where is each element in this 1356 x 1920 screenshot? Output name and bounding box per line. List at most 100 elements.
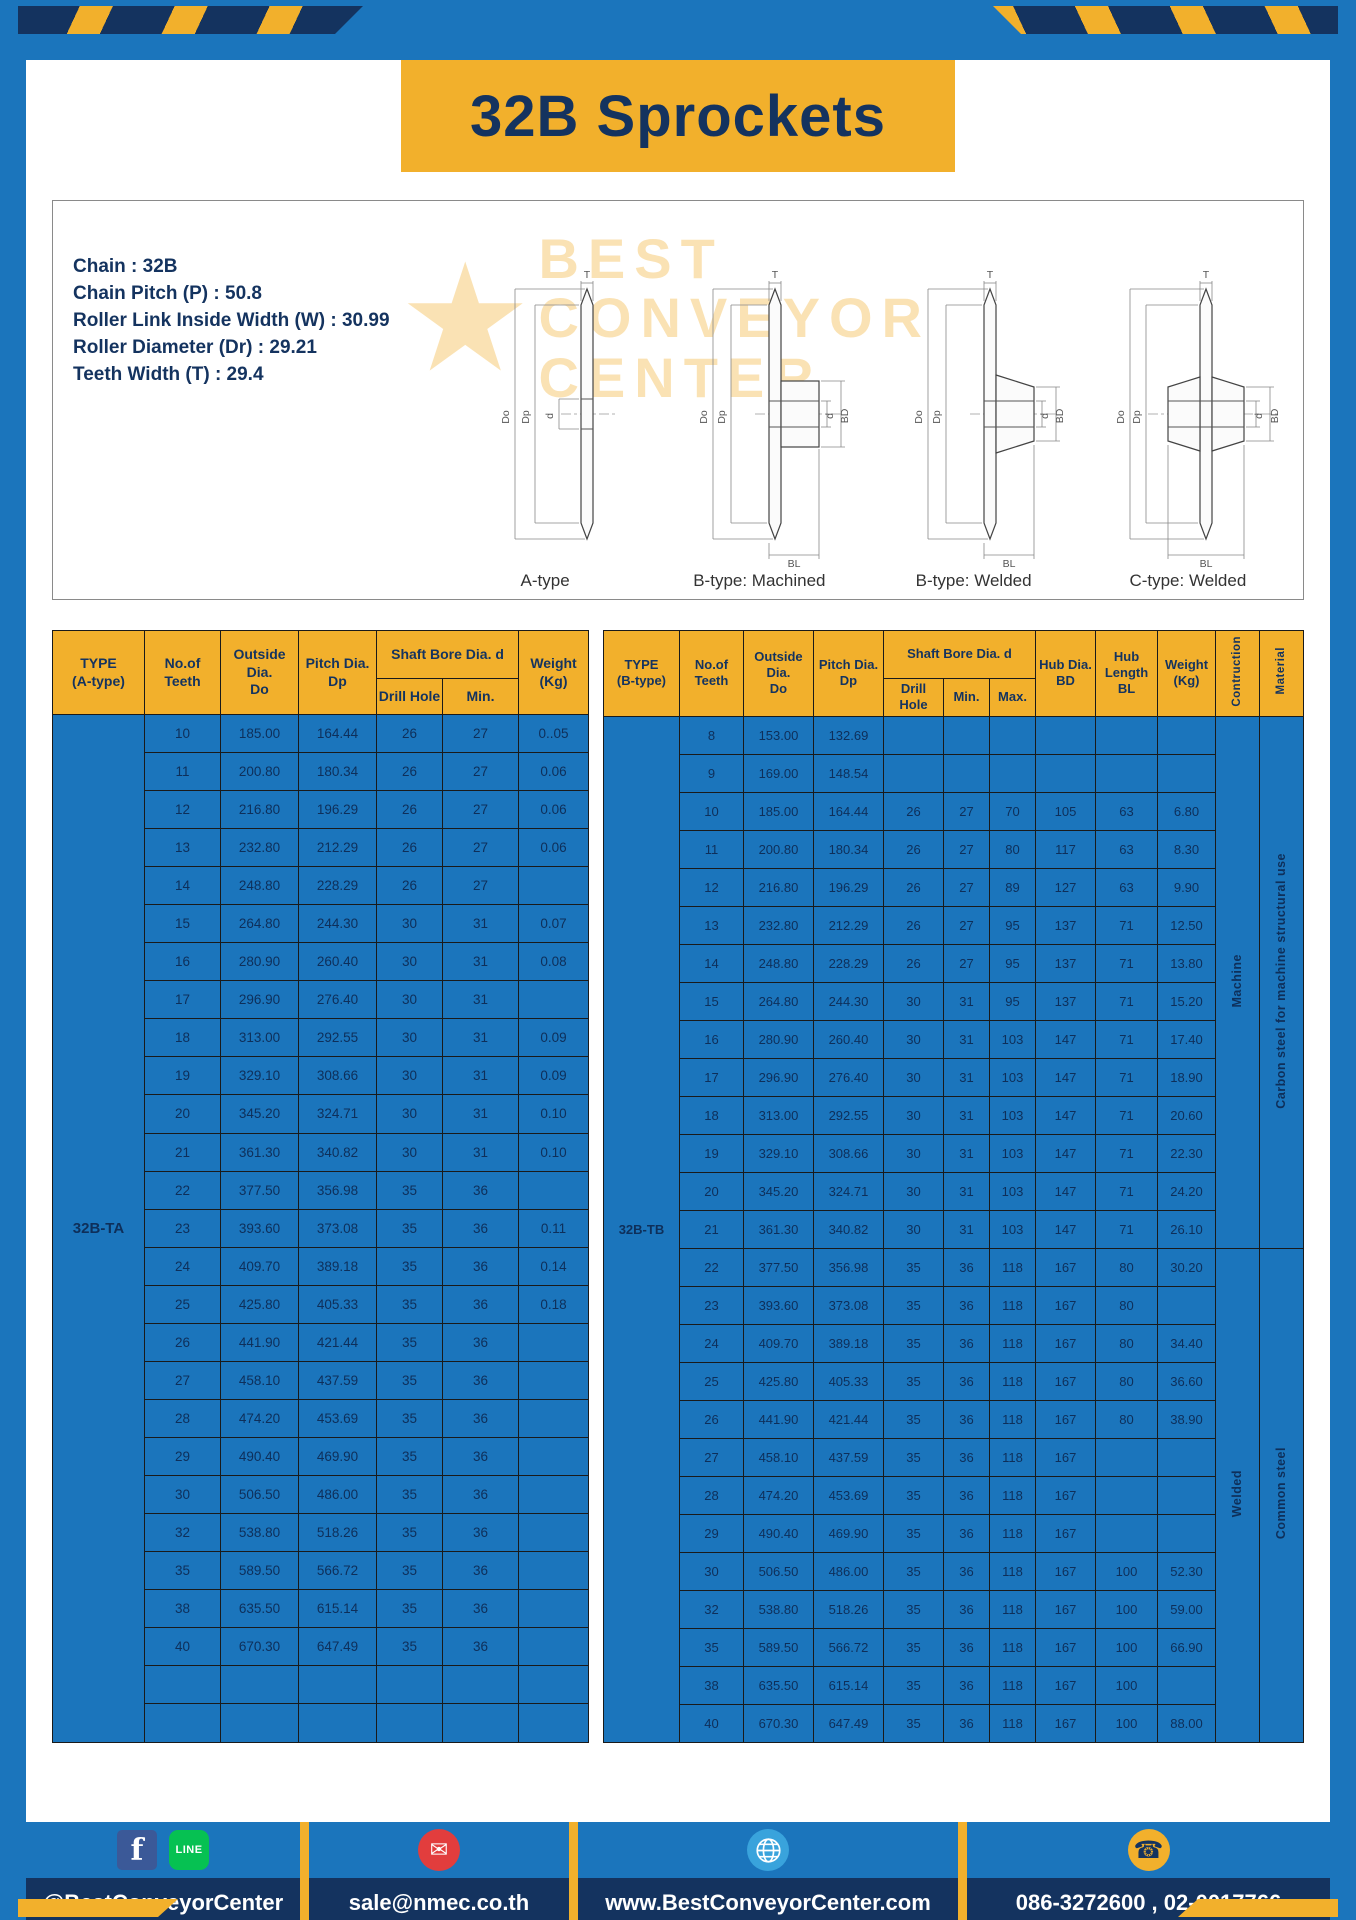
dim-label-bd: BD bbox=[839, 408, 849, 423]
table-row: 38 635.50 615.14 35 36 118 167 100 bbox=[603, 1665, 1303, 1705]
watermark-star-icon: ★ bbox=[398, 234, 533, 403]
data-cell: 31 bbox=[942, 1209, 990, 1249]
data-cell: 27 bbox=[441, 713, 520, 754]
watermark: ★ BEST CONVEYOR CENTER bbox=[398, 229, 931, 407]
data-cell: 80 bbox=[1095, 1399, 1158, 1439]
facebook-icon[interactable]: f bbox=[117, 1830, 157, 1870]
data-cell bbox=[441, 1665, 520, 1705]
data-cell: 35 bbox=[882, 1285, 944, 1325]
table-row bbox=[53, 1665, 590, 1705]
email-address[interactable]: sale@nmec.co.th bbox=[309, 1878, 569, 1920]
data-cell: 518.26 bbox=[298, 1512, 377, 1553]
data-cell: 26 bbox=[376, 866, 443, 906]
data-cell: 0.10 bbox=[518, 1132, 590, 1172]
data-cell: 35 bbox=[882, 1247, 944, 1287]
data-cell: 137 bbox=[1035, 905, 1096, 945]
data-cell: 30 bbox=[376, 1056, 443, 1096]
dim-label-dp: Dp bbox=[520, 410, 532, 424]
data-cell bbox=[882, 715, 944, 755]
data-cell: 566.72 bbox=[812, 1627, 884, 1667]
data-cell: 212.29 bbox=[812, 905, 884, 945]
data-cell: 167 bbox=[1035, 1247, 1096, 1287]
data-cell: 167 bbox=[1035, 1551, 1096, 1591]
data-cell bbox=[298, 1665, 377, 1705]
bottom-accent-left bbox=[18, 1899, 178, 1917]
data-cell: 0..05 bbox=[518, 713, 590, 754]
data-cell: 25 bbox=[678, 1361, 744, 1401]
table-row: 11 200.80 180.34 26 27 0.06 bbox=[53, 752, 590, 792]
table-row: 16 280.90 260.40 30 31 103 147 71 17.40 bbox=[603, 1019, 1303, 1059]
data-cell: 9.90 bbox=[1157, 867, 1216, 907]
table-row: 24 409.70 389.18 35 36 118 167 80 34.40 bbox=[603, 1323, 1303, 1363]
data-cell: 30 bbox=[882, 1133, 944, 1173]
data-cell: 16 bbox=[144, 942, 221, 982]
data-cell: 118 bbox=[988, 1285, 1037, 1325]
data-cell: 292.55 bbox=[812, 1095, 884, 1135]
data-cell: 103 bbox=[988, 1095, 1037, 1135]
data-cell: 27 bbox=[942, 943, 990, 983]
data-cell bbox=[1095, 753, 1158, 793]
data-cell bbox=[518, 1322, 590, 1362]
table-row: 18 313.00 292.55 30 31 0.09 bbox=[53, 1018, 590, 1058]
data-cell: 13.80 bbox=[1157, 943, 1216, 983]
data-cell: 23 bbox=[144, 1208, 221, 1248]
footer-social-section: f LINE @BestConveyorCenter bbox=[26, 1822, 300, 1920]
data-cell: 18.90 bbox=[1157, 1057, 1216, 1097]
globe-glyph bbox=[755, 1837, 781, 1863]
data-cell: 469.90 bbox=[812, 1513, 884, 1553]
data-cell: 11 bbox=[144, 752, 221, 792]
data-cell: 167 bbox=[1035, 1513, 1096, 1553]
col-header-max: Max. bbox=[988, 678, 1037, 717]
data-cell: 35 bbox=[376, 1208, 443, 1248]
data-cell: 264.80 bbox=[220, 904, 299, 944]
data-cell: 31 bbox=[942, 1095, 990, 1135]
diagram-caption: B-type: Machined bbox=[693, 571, 826, 590]
data-cell bbox=[1157, 1513, 1216, 1553]
data-cell: 80 bbox=[1095, 1361, 1158, 1401]
data-cell: 14 bbox=[678, 943, 744, 983]
col-header-construction: Contruction bbox=[1215, 630, 1260, 717]
col-header-hub-dia: Hub Dia. BD bbox=[1035, 630, 1096, 717]
data-cell: 276.40 bbox=[812, 1057, 884, 1097]
data-cell: 35 bbox=[376, 1284, 443, 1324]
globe-icon[interactable] bbox=[747, 1829, 789, 1871]
email-icon[interactable]: ✉ bbox=[418, 1829, 460, 1871]
data-cell: 147 bbox=[1035, 1171, 1096, 1211]
data-cell: 27 bbox=[441, 828, 520, 868]
data-cell: 12 bbox=[678, 867, 744, 907]
data-cell: 324.71 bbox=[812, 1171, 884, 1211]
data-cell: 313.00 bbox=[220, 1018, 299, 1058]
data-cell bbox=[1035, 753, 1096, 793]
data-cell: 405.33 bbox=[298, 1284, 377, 1324]
data-cell bbox=[942, 753, 990, 793]
data-cell: 200.80 bbox=[742, 829, 814, 869]
table-row: 14 248.80 228.29 26 27 95 137 71 13.80 bbox=[603, 943, 1303, 983]
data-cell: 15.20 bbox=[1157, 981, 1216, 1021]
data-cell: 35 bbox=[882, 1627, 944, 1667]
data-cell: 35 bbox=[376, 1246, 443, 1286]
data-cell: 30 bbox=[376, 1094, 443, 1134]
data-cell bbox=[1157, 715, 1216, 755]
line-icon[interactable]: LINE bbox=[169, 1830, 209, 1870]
data-cell: 127 bbox=[1035, 867, 1096, 907]
col-header-material: Material bbox=[1259, 630, 1304, 717]
phone-icon[interactable]: ☎ bbox=[1127, 1829, 1170, 1871]
data-cell: 35 bbox=[376, 1170, 443, 1210]
data-cell: 14 bbox=[144, 866, 221, 906]
table-row: 23 393.60 373.08 35 36 0.11 bbox=[53, 1208, 590, 1248]
data-cell: 589.50 bbox=[220, 1551, 299, 1591]
data-cell: 329.10 bbox=[220, 1056, 299, 1096]
data-cell: 137 bbox=[1035, 981, 1096, 1021]
dim-label-bl: BL bbox=[1199, 558, 1212, 569]
table-row: 15 264.80 244.30 30 31 0.07 bbox=[53, 904, 590, 944]
data-cell: 647.49 bbox=[812, 1703, 884, 1743]
data-cell: 232.80 bbox=[220, 828, 299, 868]
dim-label-d: d bbox=[544, 413, 556, 419]
data-cell: 80 bbox=[988, 829, 1037, 869]
data-cell bbox=[1157, 1285, 1216, 1325]
corner-decoration-right bbox=[993, 6, 1338, 34]
data-cell: 232.80 bbox=[742, 905, 814, 945]
data-cell: 31 bbox=[441, 942, 520, 982]
website-url[interactable]: www.BestConveyorCenter.com bbox=[578, 1878, 958, 1920]
dim-label-t: T bbox=[1203, 269, 1210, 281]
